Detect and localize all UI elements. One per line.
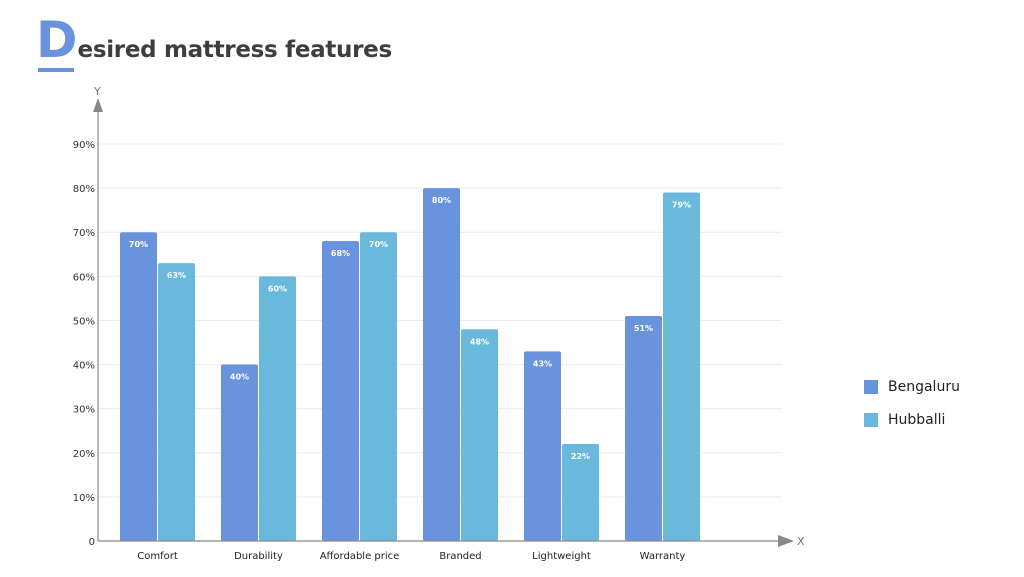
axes: Y X — [93, 85, 805, 548]
bar — [461, 329, 498, 541]
bar-value-label: 68% — [331, 249, 350, 258]
y-axis-label: Y — [93, 85, 101, 98]
bar — [625, 316, 662, 541]
bar-value-label: 70% — [369, 240, 388, 249]
y-tick-labels: 0 10% 20% 30% 40% 50% 60% 70% 80% 90% — [73, 140, 95, 548]
category-label: Durability — [234, 551, 283, 562]
bar — [120, 232, 157, 541]
bar — [524, 351, 561, 541]
legend-swatch — [864, 413, 878, 427]
category-labels: Comfort Durability Affordable price Branded… — [137, 551, 685, 562]
legend-item-hubballi: Hubballi — [864, 409, 960, 431]
y-tick-label: 0 — [89, 537, 95, 548]
bar — [663, 192, 700, 541]
y-tick-label: 50% — [73, 316, 95, 327]
y-tick-label: 20% — [73, 449, 95, 460]
bar-value-label: 22% — [571, 452, 590, 461]
legend-label: Bengaluru — [888, 379, 960, 395]
legend: Bengaluru Hubballi — [864, 376, 960, 442]
y-tick-label: 10% — [73, 493, 95, 504]
category-label: Affordable price — [320, 551, 400, 562]
bar — [221, 364, 258, 541]
bar-value-label: 43% — [533, 359, 552, 368]
bar-value-label: 80% — [432, 196, 451, 205]
y-tick-label: 80% — [73, 184, 95, 195]
category-label: Branded — [439, 551, 481, 562]
bar-value-label: 60% — [268, 284, 287, 293]
bar — [562, 443, 599, 541]
bar — [322, 241, 359, 542]
category-label: Comfort — [137, 551, 178, 562]
bar-value-label: 63% — [167, 271, 186, 280]
y-tick-label: 40% — [73, 361, 95, 372]
bar — [259, 276, 296, 541]
bar-value-label: 48% — [470, 337, 489, 346]
bar — [423, 188, 460, 541]
legend-item-bengaluru: Bengaluru — [864, 376, 960, 398]
bar-value-label: 40% — [230, 373, 249, 382]
bar-value-label: 70% — [129, 240, 148, 249]
chart-title: Desired mattress features — [36, 10, 392, 74]
bar-value-label: 51% — [634, 324, 653, 333]
title-underline — [38, 68, 74, 72]
y-axis-arrow — [93, 98, 103, 112]
bars: 70% 63% 40% 60% 68% 70% 80% 48% 43% 22% 51% 79% — [120, 188, 700, 542]
legend-swatch — [864, 380, 878, 394]
x-axis-label: X — [797, 535, 805, 548]
bar — [158, 263, 195, 541]
category-label: Warranty — [640, 551, 686, 562]
y-tick-label: 60% — [73, 272, 95, 283]
y-tick-label: 70% — [73, 228, 95, 239]
x-axis-arrow — [778, 535, 794, 547]
legend-label: Hubballi — [888, 412, 946, 428]
category-label: Lightweight — [532, 551, 591, 562]
y-tick-label: 90% — [73, 140, 95, 151]
bar-value-label: 79% — [672, 201, 691, 210]
bar — [360, 232, 397, 541]
title-text: esired mattress features — [77, 37, 393, 63]
y-tick-label: 30% — [73, 405, 95, 416]
title-initial: D — [36, 11, 78, 69]
